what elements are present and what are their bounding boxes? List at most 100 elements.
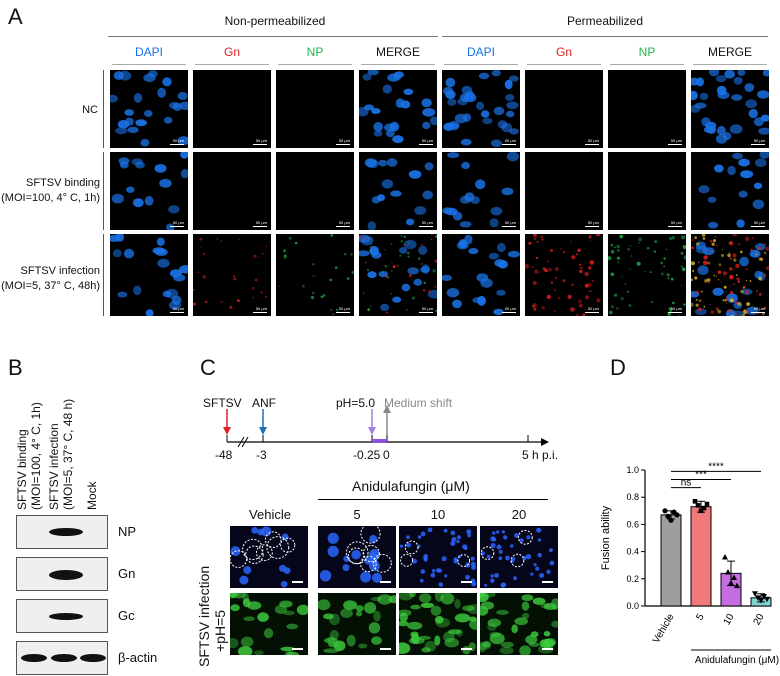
- side-label-1: SFTSV infection: [196, 565, 212, 667]
- band: [51, 654, 77, 662]
- data-point: [731, 574, 737, 580]
- scale-bar: [502, 226, 516, 227]
- row-label-infection-2: (MOI=5, 37° C, 48h): [1, 280, 100, 292]
- col-underline: [361, 64, 435, 65]
- micrograph-merge: 50 μm: [691, 234, 769, 316]
- scale-bar-label: 50 μm: [338, 306, 350, 311]
- row-bracket: [103, 70, 104, 148]
- lane-label-mock: Mock: [85, 481, 99, 510]
- blot-gc: [16, 599, 108, 633]
- row-label-infection-1: SFTSV infection: [20, 265, 100, 277]
- group-label-perm: Permeabilized: [566, 14, 644, 28]
- micrograph-merge: 50 μm: [691, 152, 769, 230]
- drug-underline: [318, 499, 548, 500]
- scale-bar: [253, 144, 267, 145]
- side-label-2: +pH=5: [212, 609, 228, 652]
- fusion-green-image: [318, 593, 396, 655]
- micrograph-merge: 50 μm: [359, 70, 437, 148]
- panel-letter-d: D: [610, 355, 626, 380]
- scale-bar-label: 50 μm: [753, 138, 765, 143]
- data-point: [761, 593, 767, 600]
- x-tick-label: 20: [752, 612, 767, 628]
- scale-bar-label: 50 μm: [421, 138, 433, 143]
- y-axis-label: Fusion ability: [600, 505, 612, 570]
- band: [49, 613, 83, 620]
- scale-bar: [419, 144, 433, 145]
- scale-bar: [585, 226, 599, 227]
- timeline-tick-m48: -48: [215, 448, 233, 462]
- micrograph-np: 50 μm: [276, 152, 354, 230]
- scale-bar-label: 50 μm: [504, 220, 516, 225]
- lane-label-binding-2: (MOI=100, 4° C, 1h): [29, 402, 43, 510]
- micrograph-gn: 50 μm: [525, 70, 603, 148]
- scale-bar: [668, 144, 682, 145]
- col-underline: [444, 64, 518, 65]
- timeline: [223, 405, 549, 448]
- scale-bar-label: 50 μm: [255, 138, 267, 143]
- significance-label: ****: [708, 461, 724, 472]
- timeline-tick-m025: -0.25: [353, 448, 381, 462]
- col-underline: [610, 64, 684, 65]
- significance-label: ***: [695, 470, 707, 481]
- band: [21, 654, 47, 662]
- scale-bar: [336, 144, 350, 145]
- drug-label: Anidulafungin (μM): [352, 478, 470, 494]
- blot-label-gn: Gn: [118, 566, 136, 581]
- scale-bar-label: 50 μm: [670, 220, 682, 225]
- scale-bar: [253, 226, 267, 227]
- panel-letter-a: A: [8, 4, 23, 29]
- scale-bar-label: 50 μm: [587, 220, 599, 225]
- y-tick-label: 1.0: [626, 465, 639, 475]
- micrograph-np: 50 μm: [276, 234, 354, 316]
- data-point: [752, 591, 758, 597]
- y-tick-label: 0.6: [626, 519, 639, 529]
- micrograph-gn: 50 μm: [525, 234, 603, 316]
- scale-bar: [170, 144, 184, 145]
- scale-bar: [668, 226, 682, 227]
- lane-label-infection-2: (MOI=5, 37° C, 48 h): [61, 398, 75, 510]
- micrograph-np: 50 μm: [608, 234, 686, 316]
- col-header-np-2: NP: [638, 45, 656, 59]
- scale-bar: [502, 144, 516, 145]
- cond-label-vehicle: Vehicle: [249, 507, 291, 522]
- data-point: [692, 498, 698, 504]
- fusion-chart: 0.0 0.2 0.4 0.6 0.8 1.0 Fusion ability Vehicle 5…: [600, 461, 779, 666]
- bar-5: [690, 506, 712, 607]
- micrograph-dapi: 50 μm: [110, 234, 188, 316]
- micrograph-merge: 50 μm: [359, 234, 437, 316]
- scale-bar-label: 50 μm: [255, 306, 267, 311]
- data-point: [665, 513, 671, 519]
- scale-bar: [502, 312, 516, 313]
- scale-bar-label: 50 μm: [421, 220, 433, 225]
- col-header-np-1: NP: [306, 45, 324, 59]
- data-point: [728, 579, 734, 586]
- micrograph-merge: 50 μm: [359, 152, 437, 230]
- bar-Vehicle: [660, 514, 682, 607]
- fusion-dapi-image: [230, 526, 308, 588]
- timeline-tick-5: 5 h p.i.: [522, 448, 559, 462]
- data-point: [662, 508, 668, 514]
- col-underline: [278, 64, 352, 65]
- timeline-tick-0: 0: [383, 448, 390, 462]
- col-header-dapi-1: DAPI: [134, 45, 163, 59]
- data-point: [668, 517, 674, 523]
- data-point: [725, 569, 731, 575]
- scale-bar-label: 50 μm: [255, 220, 267, 225]
- scale-bar: [336, 226, 350, 227]
- x-tick-label: 5: [694, 612, 707, 623]
- data-point: [674, 512, 680, 518]
- col-header-dapi-2: DAPI: [466, 45, 495, 59]
- y-tick-label: 0.4: [626, 547, 639, 557]
- scale-bar: [170, 312, 184, 313]
- col-header-merge-2: MERGE: [707, 45, 752, 59]
- scale-bar-label: 50 μm: [753, 220, 765, 225]
- blot-gn: [16, 557, 108, 591]
- col-underline: [112, 64, 186, 65]
- scale-bar-label: 50 μm: [504, 138, 516, 143]
- row-label-binding-1: SFTSV binding: [26, 177, 100, 189]
- micrograph-gn: 50 μm: [193, 152, 271, 230]
- scale-bar: [751, 144, 765, 145]
- scale-bar-label: 50 μm: [172, 138, 184, 143]
- data-point: [722, 554, 728, 560]
- micrograph-dapi: 50 μm: [110, 152, 188, 230]
